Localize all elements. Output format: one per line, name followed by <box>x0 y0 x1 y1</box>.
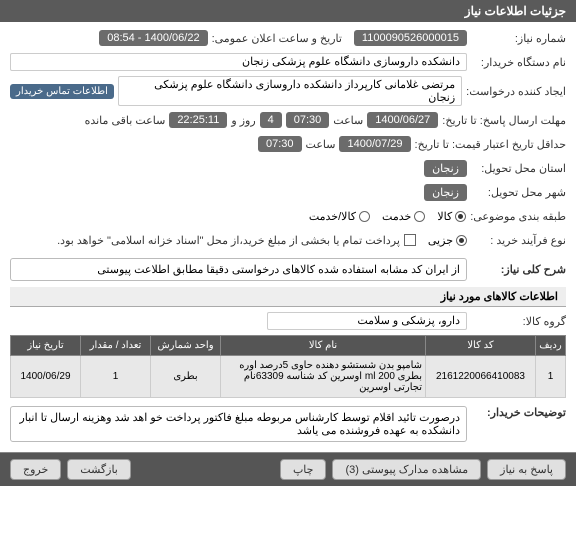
td-unit: بطری <box>151 356 221 398</box>
td-date: 1400/06/29 <box>11 356 81 398</box>
day-and-label: روز و <box>231 114 255 127</box>
th-name: نام کالا <box>221 336 426 356</box>
buyer-org-value: دانشکده داروسازی دانشگاه علوم پزشکی زنجا… <box>10 53 467 71</box>
time-label-2: ساعت <box>306 138 336 151</box>
td-row: 1 <box>536 356 566 398</box>
topic-radio-group: کالا خدمت کالا/خدمت <box>309 210 466 223</box>
buyer-org-label: نام دستگاه خریدار: <box>471 56 566 69</box>
group-value: دارو، پزشکی و سلامت <box>267 312 467 330</box>
req-loc-value: زنجان <box>424 160 467 177</box>
radio-service-label: خدمت <box>382 210 411 223</box>
items-table: ردیف کد کالا نام کالا واحد شمارش تعداد /… <box>10 335 566 398</box>
requester-label: ایجاد کننده درخواست: <box>466 85 566 98</box>
radio-both-label: کالا/خدمت <box>309 210 356 223</box>
reply-days: 4 <box>260 112 282 128</box>
th-unit: واحد شمارش <box>151 336 221 356</box>
row-desc: شرح کلی نیاز: از ایران کد مشابه استفاده … <box>10 258 566 281</box>
table-row[interactable]: 1 2161220066410083 شامپو بدن شستشو دهنده… <box>11 356 566 398</box>
reply-deadline-label: مهلت ارسال پاسخ: تا تاریخ: <box>442 114 566 127</box>
footer-right-group: بازگشت خروج <box>10 459 131 480</box>
panel-title: جزئیات اطلاعات نیاز <box>465 4 566 18</box>
row-group: گروه کالا: دارو، پزشکی و سلامت <box>10 311 566 331</box>
radio-dot-partial <box>456 235 467 246</box>
row-topic: طبقه بندی موضوعی: کالا خدمت کالا/خدمت <box>10 206 566 226</box>
radio-dot-service <box>414 211 425 222</box>
row-reply-deadline: مهلت ارسال پاسخ: تا تاریخ: 1400/06/27 سا… <box>10 110 566 130</box>
radio-goods[interactable]: کالا <box>437 210 466 223</box>
process-label: نوع فرآیند خرید : <box>471 234 566 247</box>
req-loc-label: استان محل تحویل: <box>471 162 566 175</box>
row-buyer-notes: توضیحات خریدار: درصورت تائید اقلام توسط … <box>10 406 566 442</box>
row-req-loc: استان محل تحویل: زنجان <box>10 158 566 178</box>
process-note: پرداخت تمام یا بخشی از مبلغ خرید،از محل … <box>57 234 400 247</box>
radio-goods-label: کالا <box>437 210 452 223</box>
remaining-label: ساعت باقی مانده <box>85 114 166 127</box>
group-label: گروه کالا: <box>471 315 566 328</box>
requester-value: مرتضی غلامانی کارپرداز دانشکده داروسازی … <box>118 76 462 106</box>
row-process: نوع فرآیند خرید : جزیی پرداخت تمام یا بخ… <box>10 230 566 250</box>
row-buyer-org: نام دستگاه خریدار: دانشکده داروسازی دانش… <box>10 52 566 72</box>
price-validity-label: حداقل تاریخ اعتبار قیمت: تا تاریخ: <box>415 138 566 151</box>
buyer-notes-text: درصورت تائید اقلام توسط کارشناس مربوطه م… <box>10 406 467 442</box>
need-number-label: شماره نیاز: <box>471 32 566 45</box>
topic-label: طبقه بندی موضوعی: <box>470 210 566 223</box>
th-qty: تعداد / مقدار <box>81 336 151 356</box>
items-section-title: اطلاعات کالاهای مورد نیاز <box>10 287 566 307</box>
radio-both[interactable]: کالا/خدمت <box>309 210 370 223</box>
td-name: شامپو بدن شستشو دهنده حاوی 5درصد اوره بط… <box>221 356 426 398</box>
buyer-notes-label: توضیحات خریدار: <box>471 406 566 419</box>
attachments-button[interactable]: مشاهده مدارک پیوستی (3) <box>332 459 481 480</box>
contact-badge[interactable]: اطلاعات تماس خریدار <box>10 84 114 99</box>
th-row: ردیف <box>536 336 566 356</box>
row-price-validity: حداقل تاریخ اعتبار قیمت: تا تاریخ: 1400/… <box>10 134 566 154</box>
city-loc-value: زنجان <box>424 184 467 201</box>
th-date: تاریخ نیاز <box>11 336 81 356</box>
radio-dot-both <box>359 211 370 222</box>
row-requester: ایجاد کننده درخواست: مرتضی غلامانی کارپر… <box>10 76 566 106</box>
th-code: کد کالا <box>426 336 536 356</box>
price-date: 1400/07/29 <box>339 136 410 152</box>
time-label-1: ساعت <box>333 114 363 127</box>
reply-date: 1400/06/27 <box>367 112 438 128</box>
radio-dot-goods <box>455 211 466 222</box>
checkbox-treasury[interactable] <box>404 234 416 246</box>
row-city-loc: شهر محل تحویل: زنجان <box>10 182 566 202</box>
form-area: شماره نیاز: 1100090526000015 تاریخ و ساع… <box>0 22 576 452</box>
row-need-number: شماره نیاز: 1100090526000015 تاریخ و ساع… <box>10 28 566 48</box>
announce-label: تاریخ و ساعت اعلان عمومی: <box>212 32 342 45</box>
radio-partial-label: جزیی <box>428 234 453 247</box>
reply-button[interactable]: پاسخ به نیاز <box>487 459 566 480</box>
panel-header: جزئیات اطلاعات نیاز <box>0 0 576 22</box>
desc-label: شرح کلی نیاز: <box>471 263 566 276</box>
print-button[interactable]: چاپ <box>280 459 327 480</box>
td-code: 2161220066410083 <box>426 356 536 398</box>
radio-partial[interactable]: جزیی <box>428 234 467 247</box>
need-number-value: 1100090526000015 <box>354 30 467 46</box>
radio-service[interactable]: خدمت <box>382 210 425 223</box>
desc-text: از ایران کد مشابه استفاده شده کالاهای در… <box>10 258 467 281</box>
back-button[interactable]: بازگشت <box>67 459 131 480</box>
exit-button[interactable]: خروج <box>10 459 61 480</box>
announce-value: 1400/06/22 - 08:54 <box>99 30 207 46</box>
table-header-row: ردیف کد کالا نام کالا واحد شمارش تعداد /… <box>11 336 566 356</box>
remaining-time: 22:25:11 <box>169 112 227 128</box>
footer-bar: پاسخ به نیاز مشاهده مدارک پیوستی (3) چاپ… <box>0 452 576 486</box>
reply-time: 07:30 <box>286 112 330 128</box>
price-time: 07:30 <box>258 136 302 152</box>
td-qty: 1 <box>81 356 151 398</box>
city-loc-label: شهر محل تحویل: <box>471 186 566 199</box>
